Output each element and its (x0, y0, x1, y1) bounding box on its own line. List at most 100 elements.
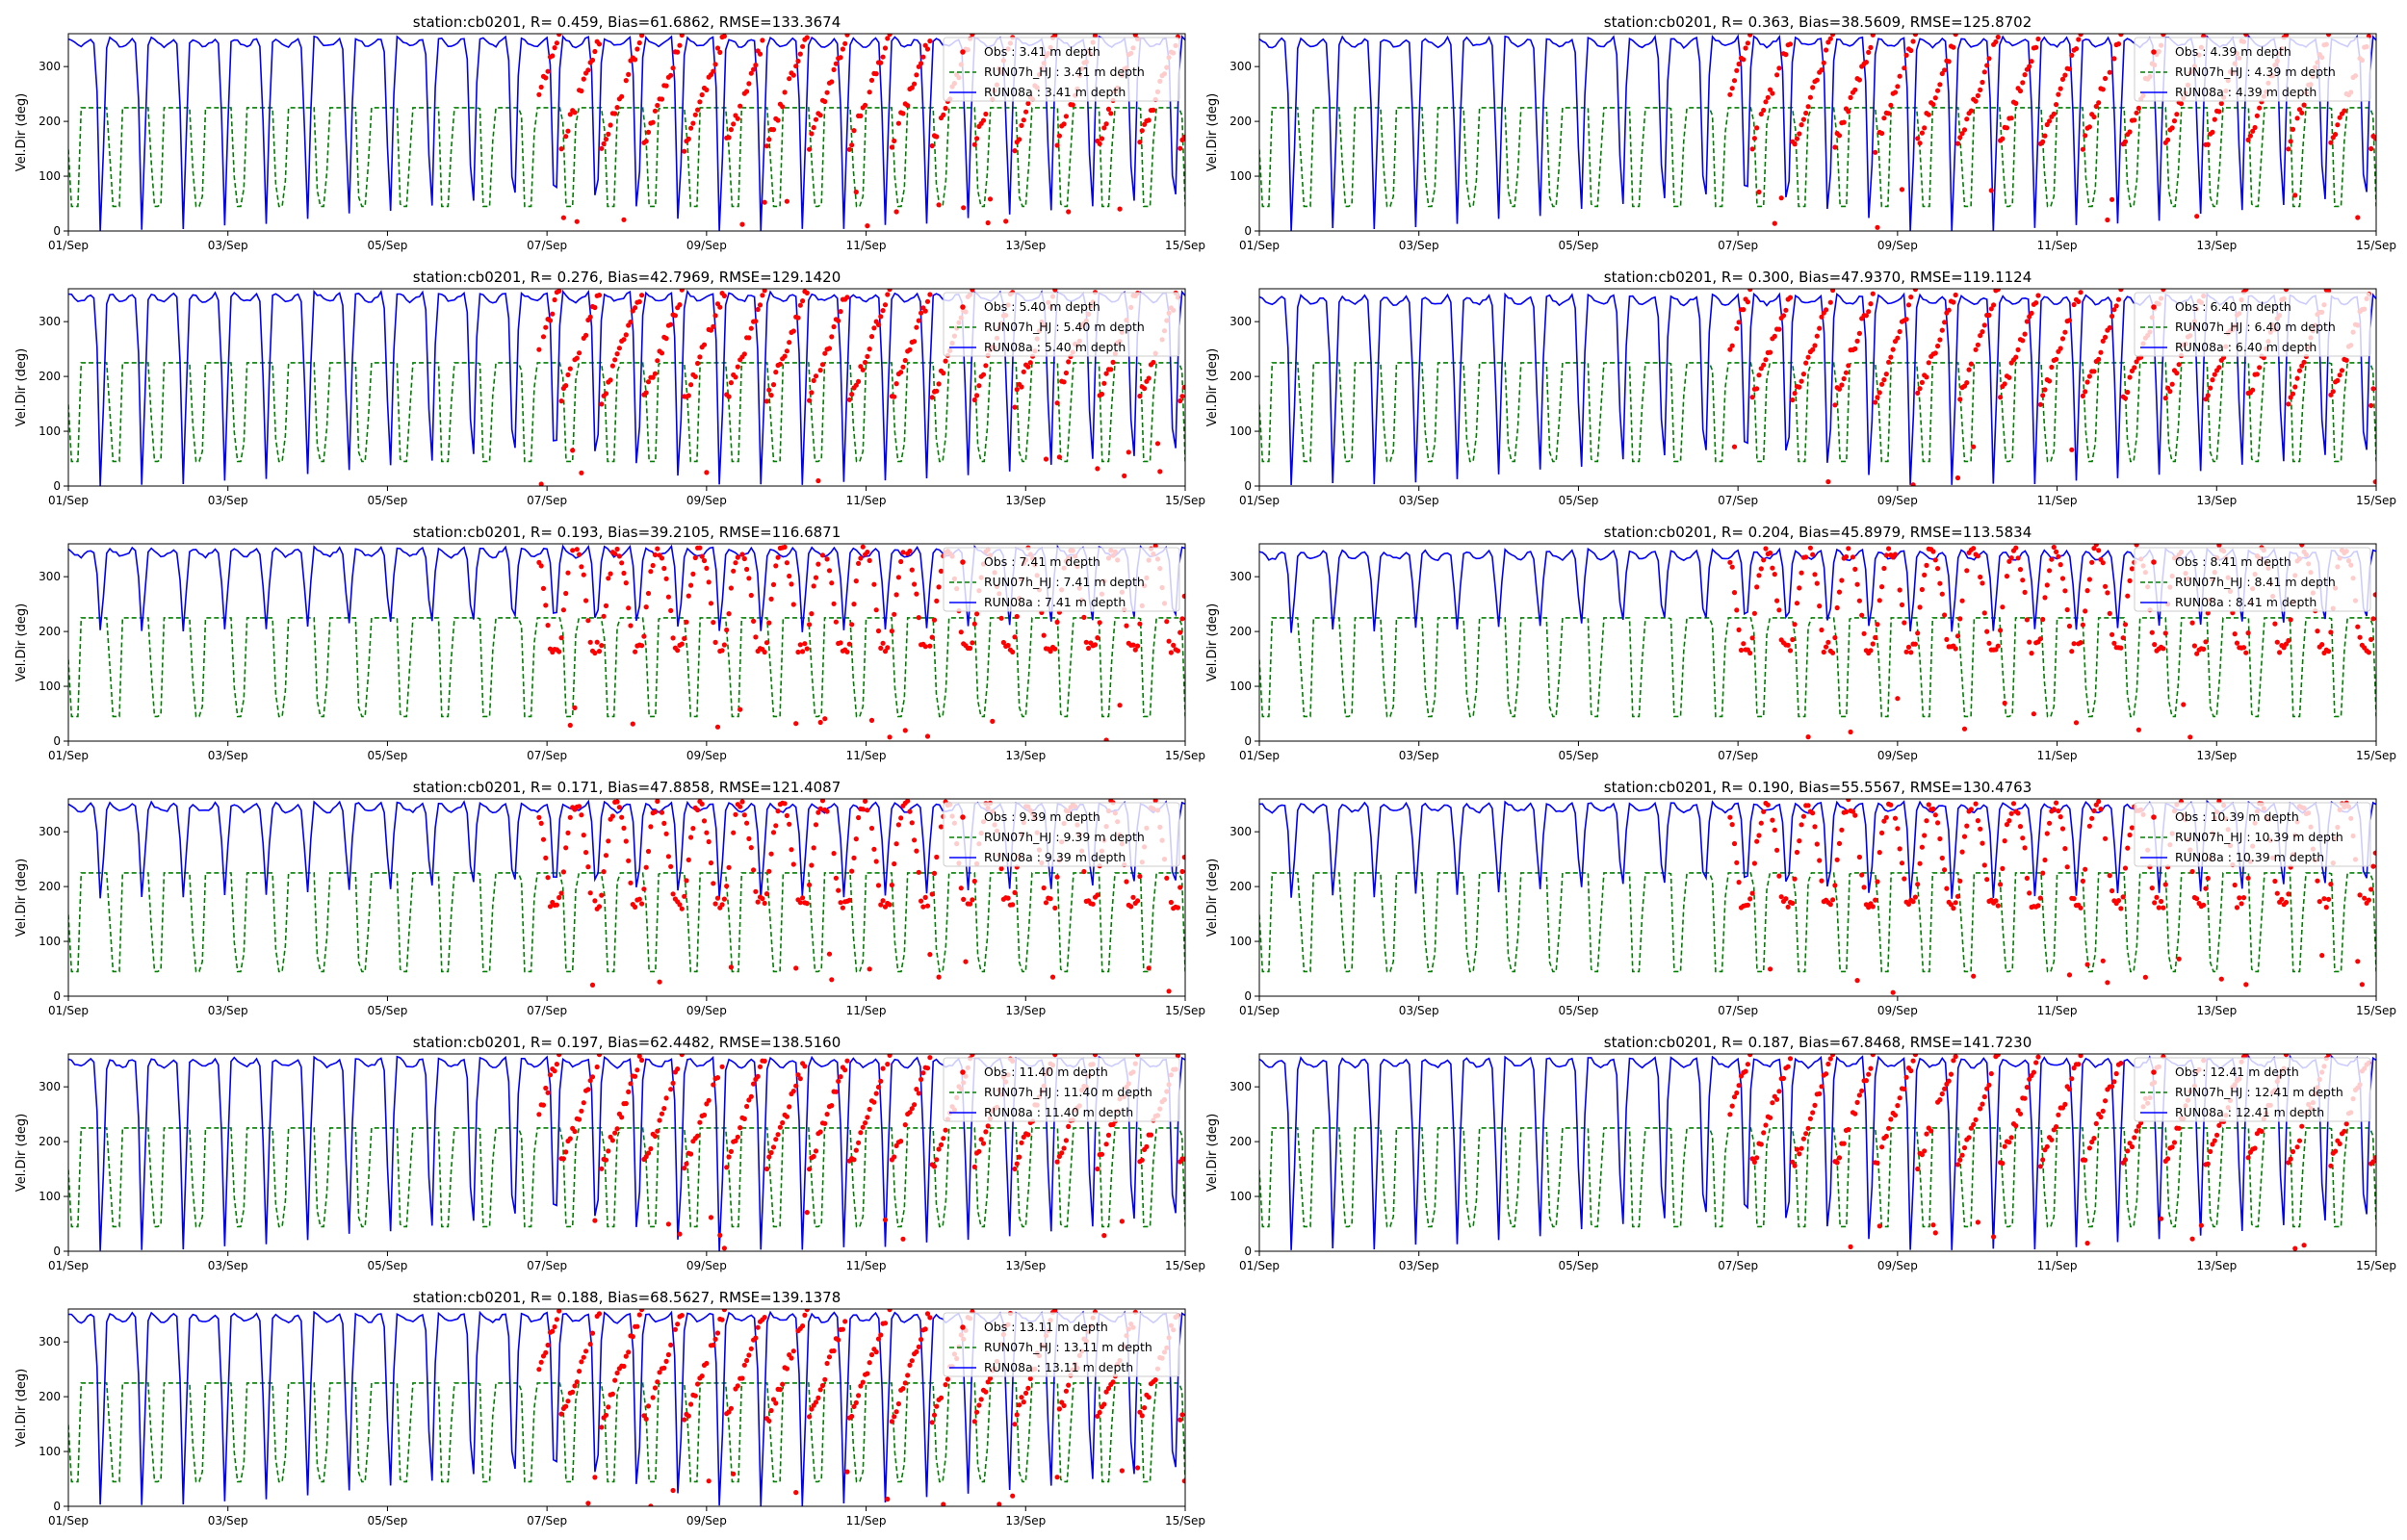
obs-point (1879, 381, 1885, 387)
obs-point (916, 1344, 921, 1349)
obs-point (1832, 144, 1838, 150)
obs-point (634, 1323, 640, 1329)
obs-point (1830, 34, 1836, 38)
obs-point (1052, 34, 1058, 38)
legend-label: Obs : 10.39 m depth (2175, 809, 2299, 824)
obs-point (1734, 607, 1740, 613)
obs-point (1758, 111, 1764, 117)
obs-point (753, 319, 759, 324)
obs-point (2122, 139, 2129, 144)
obs-point (2049, 364, 2055, 371)
obs-point (941, 371, 946, 376)
obs-point (572, 1128, 578, 1135)
obs-point (714, 724, 721, 730)
obs-point (970, 640, 975, 646)
obs-point (668, 321, 674, 327)
obs-points (536, 544, 1185, 741)
obs-point (895, 120, 902, 126)
obs-point (1848, 729, 1853, 735)
obs-point (971, 141, 977, 147)
obs-point (970, 897, 975, 903)
obs-point (790, 1089, 796, 1094)
obs-point (887, 1309, 893, 1313)
obs-point (665, 1351, 672, 1358)
obs-point (1086, 645, 1092, 652)
obs-point (1761, 808, 1767, 814)
obs-point (1839, 827, 1845, 833)
obs-point (1146, 117, 1152, 123)
obs-point (2015, 555, 2021, 561)
obs-point (2033, 44, 2039, 50)
x-tick-label: 15/Sep (2356, 749, 2396, 762)
x-tick-label: 11/Sep (846, 1004, 887, 1017)
obs-point (1870, 904, 1876, 910)
obs-point (554, 902, 560, 908)
obs-point (2000, 136, 2006, 141)
obs-point (1012, 634, 1018, 640)
x-tick-label: 05/Sep (1558, 1259, 1598, 1272)
obs-point (898, 370, 904, 375)
obs-point (708, 601, 714, 606)
obs-point (724, 627, 730, 633)
obs-point (1819, 1084, 1825, 1090)
obs-point (2111, 1079, 2117, 1085)
obs-point (902, 1122, 908, 1128)
obs-point (889, 629, 895, 634)
obs-point (880, 898, 886, 904)
obs-point (1790, 397, 1796, 403)
obs-point (1957, 878, 1963, 884)
x-tick-label: 13/Sep (2196, 1004, 2237, 1017)
obs-point (1025, 1132, 1031, 1138)
obs-point (746, 81, 752, 87)
obs-point (895, 1400, 902, 1407)
obs-point (1908, 650, 1914, 655)
legend-obs-marker (2151, 304, 2157, 310)
obs-point (2337, 115, 2342, 120)
obs-point (636, 896, 642, 902)
obs-point (719, 648, 725, 654)
obs-point (856, 560, 862, 567)
obs-point (824, 1360, 830, 1367)
x-tick-label: 15/Sep (1165, 1259, 1205, 1272)
obs-point (612, 357, 618, 363)
obs-point (898, 1139, 904, 1144)
x-tick-label: 07/Sep (527, 239, 567, 252)
obs-point (882, 1321, 889, 1326)
obs-point (1052, 1054, 1058, 1058)
obs-point (824, 90, 830, 95)
obs-point (1803, 110, 1809, 116)
obs-point (741, 1362, 747, 1368)
obs-point (892, 138, 897, 143)
obs-point (641, 633, 647, 639)
obs-point (1171, 642, 1177, 649)
obs-point (2326, 1054, 2332, 1058)
obs-point (655, 546, 660, 552)
obs-point (846, 397, 852, 402)
obs-point (784, 812, 790, 819)
obs-point (804, 35, 810, 40)
obs-point (860, 1124, 866, 1130)
obs-point (1727, 91, 1733, 97)
obs-point (560, 607, 567, 613)
obs-point (1747, 289, 1753, 293)
obs-point (634, 46, 640, 52)
obs-point (1980, 840, 1985, 846)
obs-point (1803, 1131, 1809, 1137)
obs-point (773, 563, 779, 569)
obs-point (579, 1108, 584, 1114)
obs-point (819, 362, 826, 368)
obs-point (1971, 444, 1977, 449)
legend-label: Obs : 3.41 m depth (984, 44, 1100, 59)
obs-point (900, 111, 906, 116)
obs-point (581, 1354, 586, 1360)
obs-point (2029, 59, 2034, 64)
obs-point (2272, 878, 2278, 885)
obs-point (712, 639, 718, 646)
obs-point (1824, 1071, 1829, 1077)
legend-box (943, 1057, 1180, 1122)
y-tick-label: 200 (1229, 880, 1252, 893)
obs-point (787, 821, 792, 827)
legend-label: RUN07h_HJ : 7.41 m depth (984, 575, 1145, 589)
